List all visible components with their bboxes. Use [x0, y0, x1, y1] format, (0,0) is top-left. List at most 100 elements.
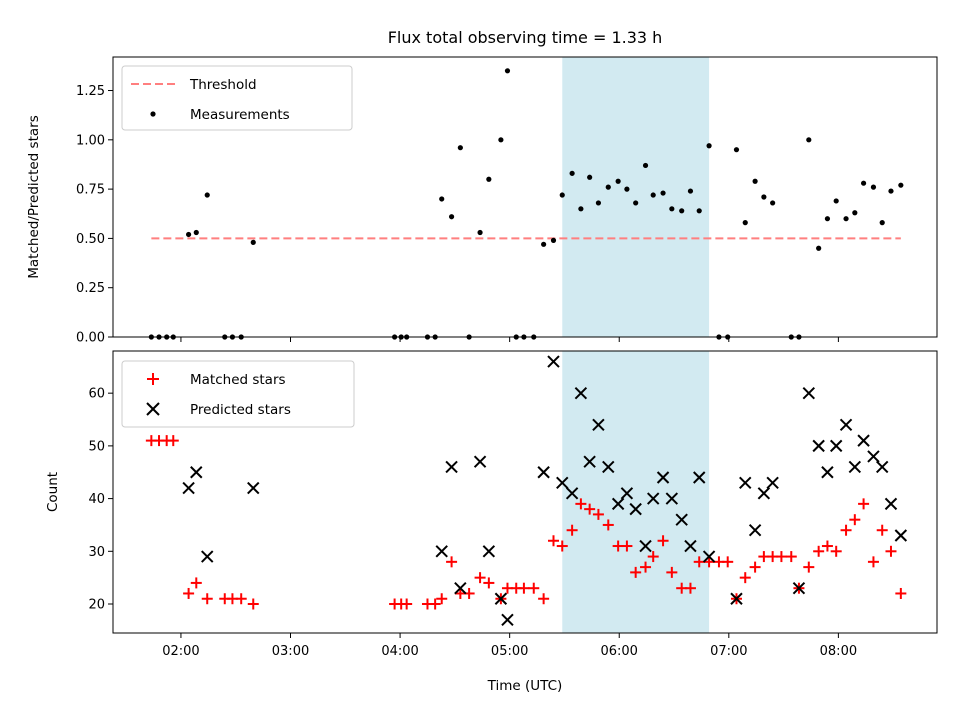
predicted-star-point: [684, 539, 697, 553]
top-x-ticks: [180, 337, 839, 342]
matched-star-point: [518, 582, 530, 594]
bottom-legend-box: [121, 360, 355, 428]
matched-star-point: [885, 545, 897, 557]
measurement-point: [888, 188, 894, 194]
predicted-star-point: [247, 481, 260, 495]
y-tick-label: 0.00: [76, 331, 105, 346]
predicted-star-point: [473, 455, 487, 468]
predicted-star-point: [445, 460, 458, 474]
legend-predicted-swatch: [146, 402, 160, 416]
measurement-point: [477, 229, 483, 236]
predicted-star-point: [702, 550, 716, 563]
predicted-star-point: [583, 455, 596, 468]
y-tick-label: 20: [88, 598, 105, 613]
matched-star-point: [813, 545, 825, 557]
matched-star-point: [849, 514, 861, 526]
matched-star-point: [566, 524, 578, 536]
measurement-point: [706, 143, 712, 149]
predicted-star-point: [757, 487, 771, 500]
measurement-point: [679, 208, 685, 214]
top-highlight-span: [562, 57, 710, 337]
legend-predicted-label: Predicted stars: [190, 402, 291, 418]
predicted-star-point: [494, 592, 508, 605]
matched-star-point: [876, 524, 888, 536]
bottom-legend: Matched stars Predicted stars: [121, 360, 355, 428]
measurement-point: [833, 198, 839, 204]
y-tick-label: 1.25: [76, 84, 105, 99]
measurement-point: [193, 229, 199, 236]
measurement-point: [843, 216, 849, 222]
matched-star-point: [235, 593, 247, 605]
measurement-point: [498, 137, 504, 143]
measurement-point: [615, 178, 621, 184]
predicted-star-point: [894, 529, 908, 542]
predicted-star-point: [884, 497, 898, 511]
matched-star-point: [446, 556, 458, 568]
measurement-point: [605, 184, 611, 190]
y-tick-label: 0.75: [76, 183, 105, 198]
measurement-point: [824, 216, 831, 222]
x-tick-label: 07:00: [710, 644, 747, 659]
predicted-star-point: [730, 592, 743, 605]
measurement-point: [770, 200, 776, 206]
predicted-star-point: [792, 581, 806, 595]
predicted-star-point: [537, 466, 550, 479]
matched-star-point: [602, 519, 614, 531]
measurement-point: [504, 68, 511, 74]
measurement-point: [816, 245, 822, 251]
measurement-point: [806, 137, 812, 143]
y-tick-label: 30: [88, 545, 105, 560]
predicted-star-point: [665, 492, 679, 505]
matched-star-point: [722, 556, 734, 568]
matched-star-point: [821, 540, 833, 552]
matched-star-point: [167, 435, 179, 447]
measurement-point: [559, 192, 565, 198]
matched-star-point: [584, 503, 596, 515]
matched-star-point: [895, 587, 907, 599]
measurement-point: [587, 174, 593, 180]
bottom-highlight-span: [562, 351, 710, 633]
bottom-plot-frame: [112, 350, 938, 634]
measurement-point: [457, 145, 463, 151]
matched-star-point: [867, 556, 879, 568]
predicted-star-point: [766, 476, 779, 489]
predicted-star-point: [620, 487, 634, 500]
matched-star-point: [640, 561, 652, 573]
matched-star-point: [693, 556, 705, 568]
matched-star-point: [401, 598, 413, 610]
predicted-star-point: [182, 481, 195, 495]
measurement-point: [569, 170, 575, 176]
measurement-point: [624, 186, 630, 192]
y-tick-label: 0.50: [76, 232, 105, 247]
matched-star-point: [429, 598, 441, 610]
matched-star-point: [840, 524, 852, 536]
predicted-star-point: [556, 476, 569, 489]
predicted-star-point: [646, 492, 660, 505]
predicted-star-point: [693, 471, 706, 484]
predicted-star-point: [748, 524, 762, 537]
x-tick-label: 08:00: [820, 644, 857, 659]
predicted-star-point: [829, 439, 843, 453]
y-tick-label: 1.00: [76, 133, 105, 148]
matched-stars-points: [145, 435, 907, 610]
legend-matched-label: Matched stars: [190, 372, 286, 388]
measurement-point: [633, 200, 639, 206]
matched-star-point: [183, 587, 195, 599]
matched-star-point: [575, 498, 587, 510]
top-legend: Threshold Measurements: [121, 65, 353, 131]
matched-star-point: [749, 561, 761, 573]
x-tick-label: 06:00: [600, 644, 637, 659]
measurement-point: [578, 206, 584, 212]
y-tick-label: 40: [88, 492, 105, 507]
predicted-star-point: [821, 466, 834, 479]
x-tick-label: 05:00: [491, 644, 528, 659]
matched-star-point: [739, 572, 751, 584]
predicted-star-point: [802, 386, 816, 400]
chart-title: Flux total observing time = 1.33 h: [388, 28, 663, 47]
predicted-star-point: [611, 497, 625, 511]
predicted-star-point: [201, 550, 214, 563]
matched-star-point: [556, 540, 568, 552]
y-tick-label: 0.25: [76, 281, 105, 296]
matched-star-point: [858, 498, 870, 510]
measurement-point: [660, 190, 666, 196]
